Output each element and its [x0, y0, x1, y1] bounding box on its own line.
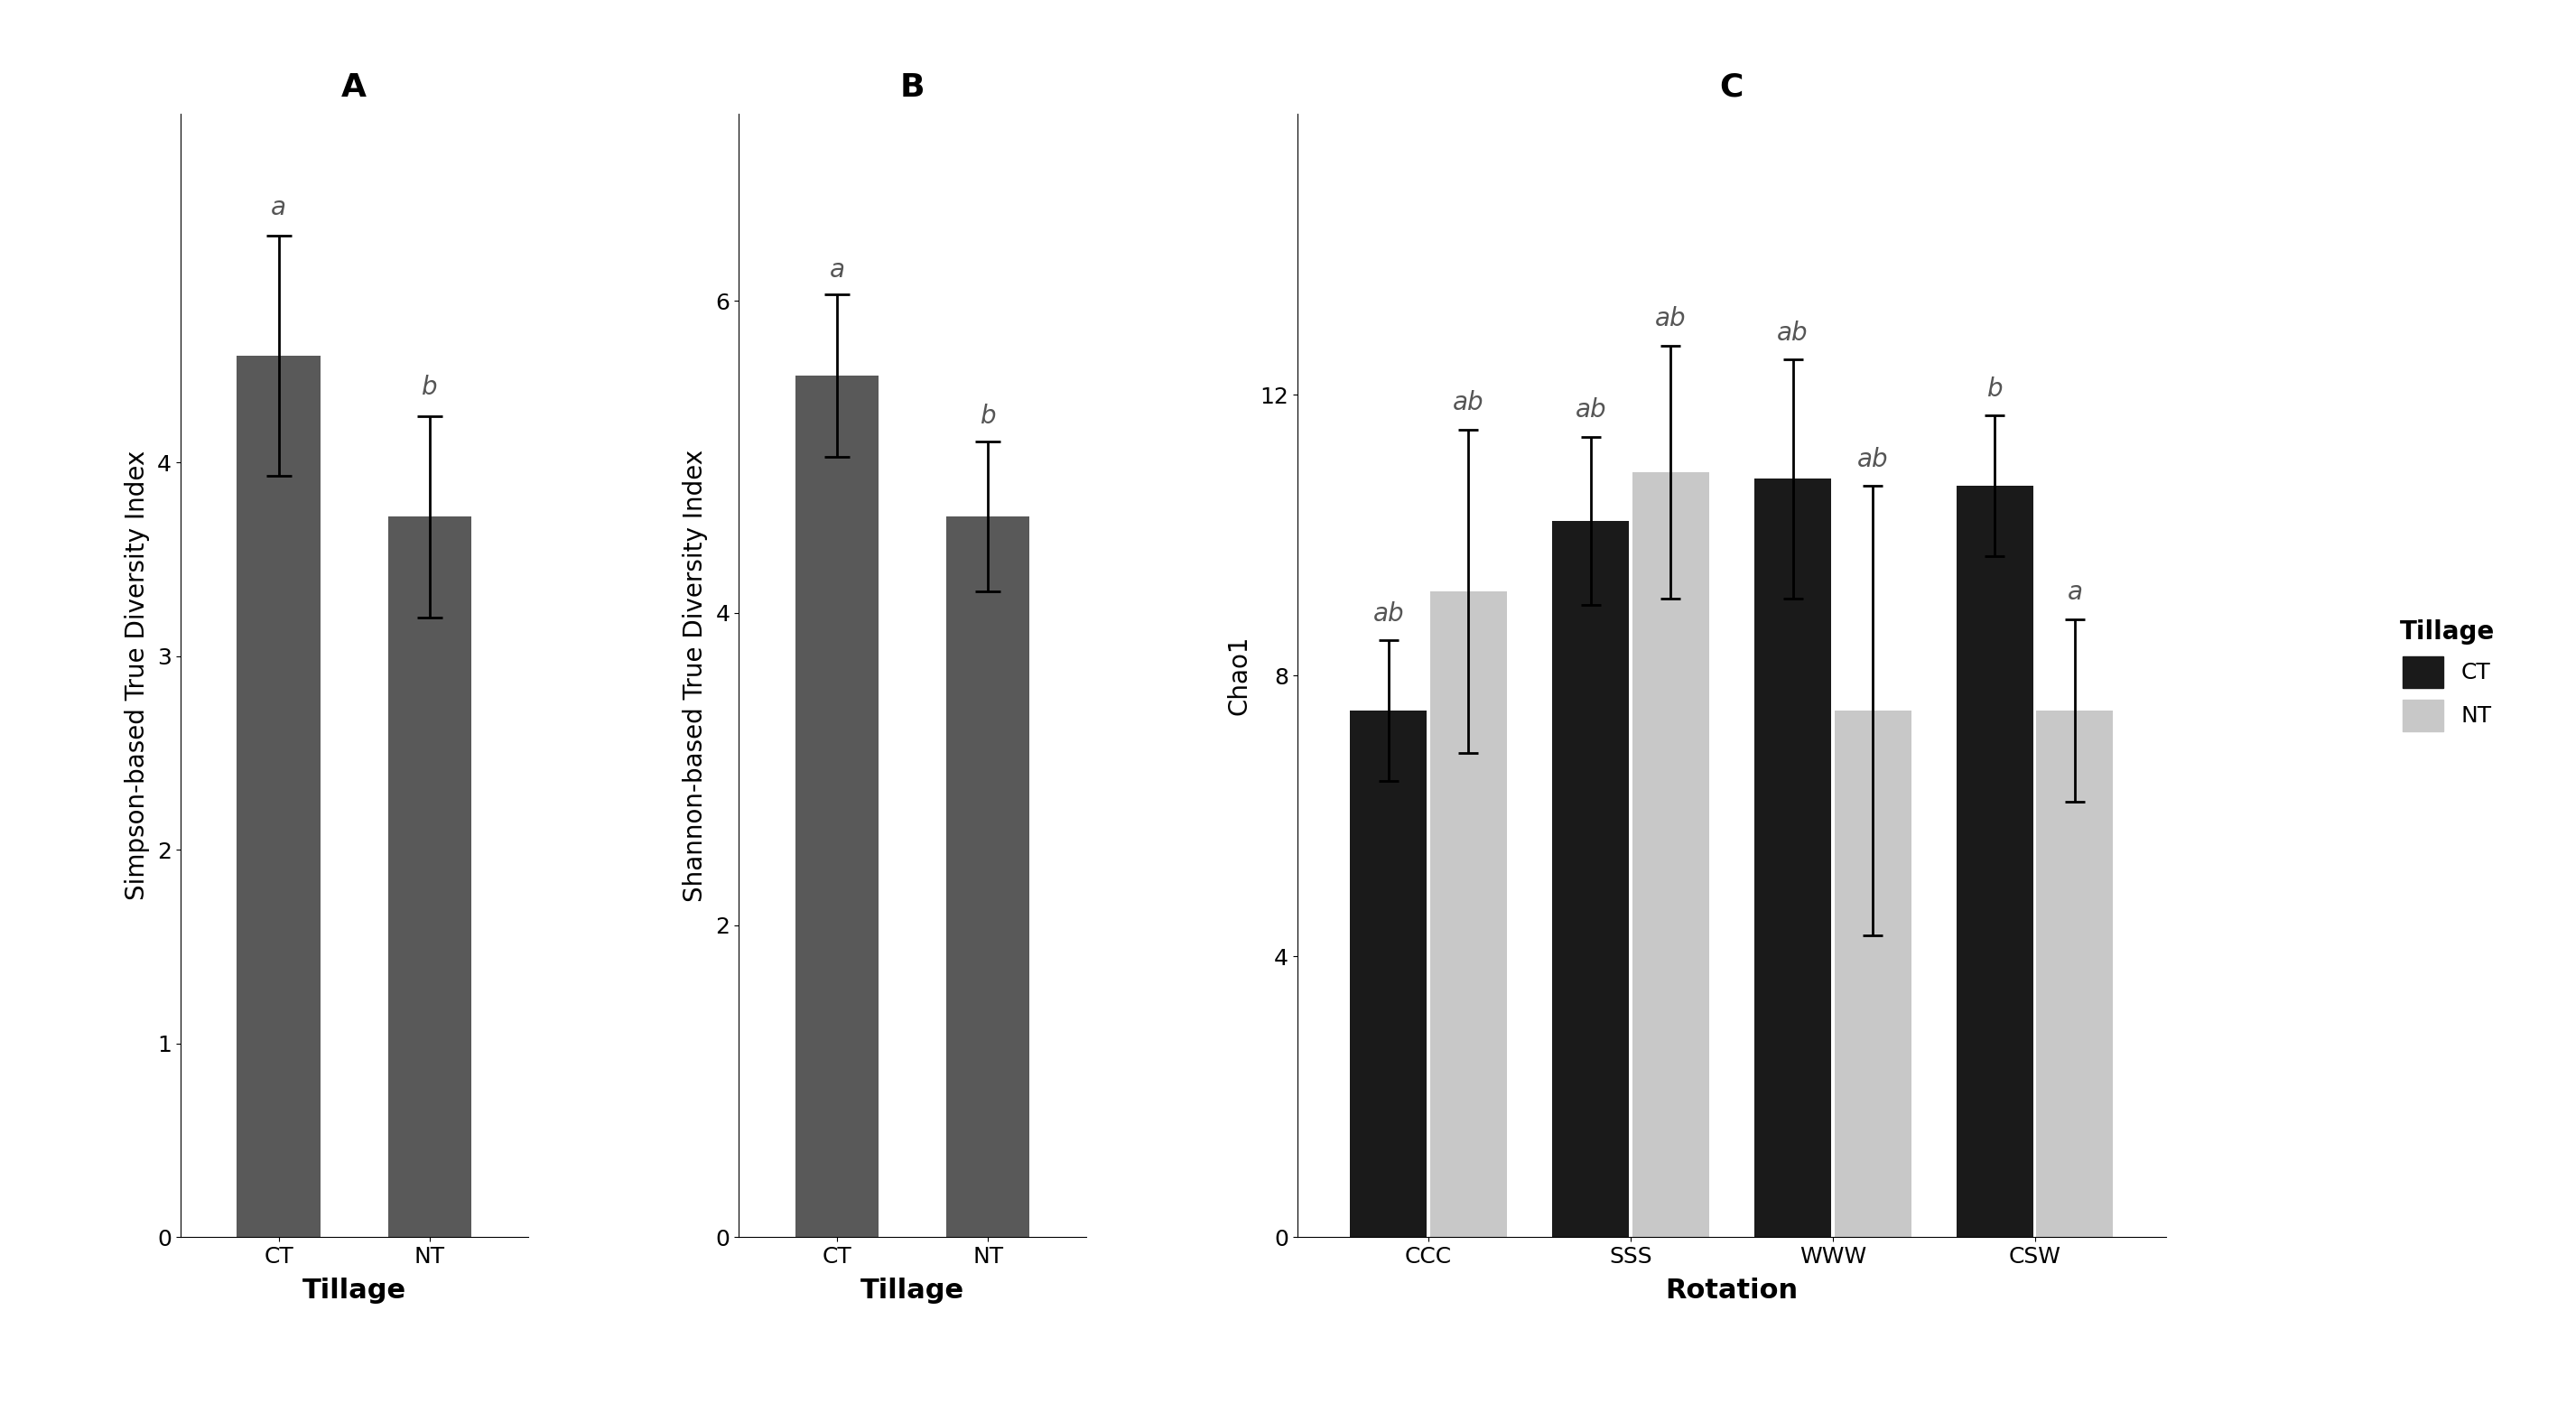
Bar — [796, 375, 878, 1237]
Bar — [1958, 486, 2032, 1237]
Text: ab: ab — [1857, 447, 1888, 472]
Bar — [237, 356, 319, 1237]
Text: a: a — [2066, 580, 2081, 606]
Y-axis label: Chao1: Chao1 — [1226, 636, 1252, 715]
Bar — [389, 516, 471, 1237]
Text: a: a — [829, 257, 845, 282]
X-axis label: Tillage: Tillage — [860, 1277, 963, 1304]
Text: ab: ab — [1373, 602, 1404, 626]
Bar — [2038, 711, 2112, 1237]
Text: ab: ab — [1777, 320, 1808, 346]
Y-axis label: Simpson-based True Diversity Index: Simpson-based True Diversity Index — [124, 451, 149, 900]
Title: A: A — [343, 73, 366, 102]
Text: b: b — [422, 375, 438, 401]
Y-axis label: Shannon-based True Diversity Index: Shannon-based True Diversity Index — [683, 449, 708, 902]
X-axis label: Rotation: Rotation — [1664, 1277, 1798, 1304]
Bar — [1754, 479, 1832, 1237]
Bar — [1834, 711, 1911, 1237]
Text: b: b — [1986, 377, 2004, 401]
Bar — [945, 516, 1030, 1237]
Text: ab: ab — [1654, 306, 1687, 331]
Text: b: b — [981, 404, 997, 429]
Title: B: B — [899, 73, 925, 102]
Text: ab: ab — [1453, 391, 1484, 415]
Text: ab: ab — [1574, 397, 1607, 422]
Bar — [1350, 711, 1427, 1237]
Text: a: a — [270, 195, 286, 220]
Bar — [1553, 520, 1628, 1237]
Title: C: C — [1721, 73, 1744, 102]
X-axis label: Tillage: Tillage — [301, 1277, 407, 1304]
Bar — [1633, 472, 1708, 1237]
Bar — [1430, 592, 1507, 1237]
Legend: CT, NT: CT, NT — [2388, 609, 2506, 742]
